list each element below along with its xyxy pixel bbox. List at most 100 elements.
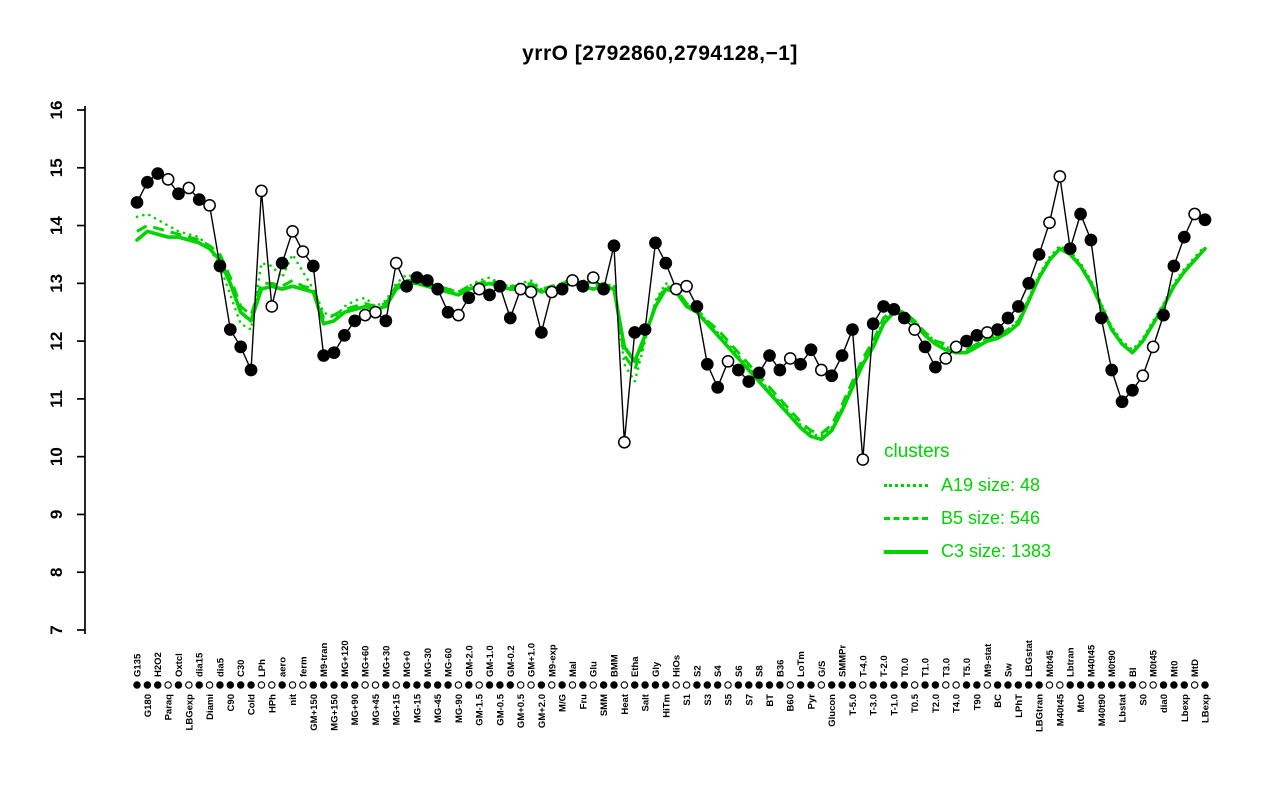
x-category-marker: [309, 681, 318, 689]
x-category-label: Sw: [1003, 663, 1014, 677]
x-category-marker: [236, 681, 245, 689]
x-category-marker: [516, 681, 525, 689]
x-category-marker: [1139, 681, 1147, 689]
x-category-label: Cold: [247, 694, 258, 715]
x-category-marker: [651, 681, 660, 689]
x-category-marker: [848, 681, 857, 689]
data-point: [161, 172, 175, 186]
x-category-label: HiTm: [661, 694, 672, 718]
x-category-label: Salt: [641, 693, 652, 711]
x-category-label: SMMPr: [838, 645, 849, 678]
data-point: [369, 305, 382, 319]
data-point: [918, 340, 932, 354]
data-point: [628, 326, 642, 339]
x-category-marker: [475, 681, 483, 689]
y-tick-label: 10: [47, 447, 66, 466]
x-category-label: Pyr: [806, 694, 817, 710]
data-point: [732, 363, 745, 377]
x-category-label: Lbstat: [1118, 693, 1129, 722]
x-category-marker: [247, 681, 255, 689]
x-category-marker: [921, 681, 929, 689]
data-point: [1043, 216, 1056, 230]
x-category-label: GM-0.2: [506, 645, 517, 677]
x-category-label: Glu: [589, 661, 600, 677]
x-category-marker: [1076, 681, 1085, 689]
x-category-label: dia15: [195, 652, 206, 677]
x-category-label: S2: [692, 665, 703, 677]
x-category-marker: [703, 681, 712, 689]
data-point: [338, 328, 351, 342]
data-point: [825, 369, 839, 383]
x-category-marker: [216, 681, 224, 689]
x-category-label: LPhT: [1014, 694, 1025, 718]
x-category-marker: [983, 681, 992, 689]
x-category-label: S4: [713, 665, 724, 677]
data-point: [835, 349, 849, 362]
x-category-label: ferm: [298, 656, 309, 677]
x-category-marker: [786, 681, 794, 689]
x-category-label: BMM: [609, 654, 620, 677]
x-category-marker: [185, 681, 193, 689]
x-category-marker: [910, 681, 919, 689]
x-category-marker: [1201, 681, 1209, 689]
x-category-label: S0: [1138, 694, 1149, 706]
x-category-label: LoTm: [796, 651, 807, 677]
x-category-label: GM+1.0: [527, 643, 538, 677]
data-point: [949, 340, 963, 354]
data-point: [566, 274, 579, 287]
data-point: [130, 196, 144, 209]
y-tick-label: 11: [47, 390, 66, 408]
x-category-label: Lbtran: [1066, 647, 1077, 677]
x-category-label: T2.0: [931, 694, 942, 713]
data-point: [866, 317, 880, 331]
x-category-marker: [537, 681, 546, 689]
data-point: [182, 181, 196, 195]
x-category-label: T0.0: [900, 658, 911, 677]
x-category-label: B36: [775, 660, 786, 677]
data-point: [358, 308, 372, 322]
data-point: [223, 323, 237, 336]
x-category-label: MG+150: [330, 694, 341, 731]
data-point: [317, 349, 330, 362]
x-category-marker: [506, 681, 515, 689]
x-category-marker: [1066, 681, 1074, 689]
x-category-marker: [962, 681, 971, 689]
x-category-marker: [174, 681, 183, 689]
x-category-marker: [589, 681, 597, 689]
x-category-marker: [693, 681, 701, 689]
x-category-label: T-1.0: [889, 694, 900, 716]
data-point: [773, 363, 787, 377]
x-category-label: GM+150: [309, 694, 320, 731]
x-category-marker: [1190, 681, 1199, 689]
data-point: [452, 308, 465, 322]
data-point: [1188, 207, 1201, 221]
data-point: [711, 380, 725, 394]
x-category-marker: [879, 681, 888, 689]
x-category-label: LBexp: [1201, 694, 1212, 723]
x-category-label: BT: [765, 694, 776, 707]
x-category-label: GM+2.0: [537, 694, 548, 728]
data-point: [970, 328, 984, 342]
x-category-marker: [257, 681, 266, 689]
data-point: [524, 285, 538, 299]
legend-item-b5: B5 size: 546: [884, 508, 1051, 529]
x-category-marker: [1035, 681, 1043, 689]
x-category-marker: [796, 681, 805, 689]
data-point: [472, 282, 486, 296]
x-category-label: M40t45: [1086, 644, 1097, 677]
x-category-marker: [278, 681, 286, 689]
data-point: [856, 453, 870, 466]
x-category-marker: [133, 681, 141, 689]
x-category-label: G180: [143, 694, 154, 717]
data-point: [638, 323, 652, 336]
x-category-label: Glucon: [827, 694, 838, 727]
x-category-label: M9-tran: [319, 642, 330, 677]
x-category-label: C90: [226, 694, 237, 711]
data-point: [1115, 395, 1129, 409]
data-point: [1032, 248, 1046, 261]
x-category-marker: [350, 681, 359, 689]
x-category-marker: [827, 681, 836, 689]
data-point: [1177, 230, 1191, 244]
x-category-label: LBGexp: [184, 694, 195, 731]
